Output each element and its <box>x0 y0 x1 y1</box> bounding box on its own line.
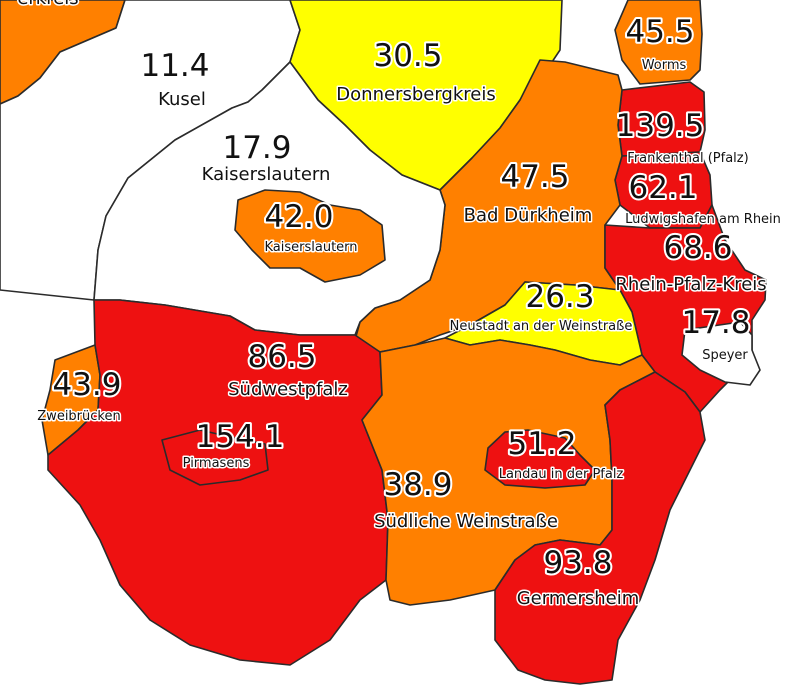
germersheim-value: 93.8 <box>543 545 612 581</box>
ludwigshafen-name: Ludwigshafen am Rhein <box>625 212 781 227</box>
frankenthal-name: Frankenthal (Pfalz) <box>627 151 748 166</box>
neustadt-name: Neustadt an der Weinstraße <box>450 319 633 334</box>
region-germersheim[interactable] <box>494 371 706 685</box>
region-worms[interactable] <box>614 0 703 85</box>
region-landau[interactable] <box>484 429 596 489</box>
region-pirmasens[interactable] <box>161 429 269 486</box>
speyer-name: Speyer <box>702 348 748 363</box>
pirmasens-value: 154.1 <box>196 419 285 455</box>
landau-value: 51.2 <box>507 426 576 462</box>
zweibruecken-name: Zweibrücken <box>37 409 120 424</box>
donnersbergkreis-name: Donnersbergkreis <box>336 84 495 105</box>
worms-name: Worms <box>642 58 687 73</box>
rhein-pfalz-kreis-name: Rhein-Pfalz-Kreis <box>615 274 766 295</box>
region-speyer[interactable] <box>681 321 761 386</box>
suedliche-weinstrasse-name: Südliche Weinstraße <box>374 511 558 532</box>
frankenthal-value: 139.5 <box>616 108 705 144</box>
region-kaiserslautern-stadt[interactable] <box>234 189 386 283</box>
suedwestpfalz-name: Südwestpfalz <box>228 379 348 400</box>
bad-duerkheim-name: Bad Dürkheim <box>464 205 593 226</box>
kaiserslautern-stadt-value: 42.0 <box>264 199 333 235</box>
suedliche-weinstrasse-value: 38.9 <box>383 467 452 503</box>
kaiserslautern-kreis-value: 17.9 <box>222 130 291 166</box>
worms-value: 45.5 <box>625 14 694 50</box>
pirmasens-name: Pirmasens <box>183 456 250 471</box>
neustadt-value: 26.3 <box>525 279 594 315</box>
kusel-name: Kusel <box>158 89 206 110</box>
ludwigshafen-value: 62.1 <box>628 170 697 206</box>
speyer-value: 17.8 <box>681 305 750 341</box>
rhein-pfalz-kreis-value: 68.6 <box>663 230 732 266</box>
donnersbergkreis-value: 30.5 <box>373 38 442 74</box>
zweibruecken-value: 43.9 <box>52 367 121 403</box>
suedwestpfalz-value: 86.5 <box>247 339 316 375</box>
kaiserslautern-kreis-name: Kaiserslautern <box>202 164 331 185</box>
kaiserslautern-stadt-name: Kaiserslautern <box>264 240 357 255</box>
landau-name: Landau in der Pfalz <box>499 467 624 482</box>
top-left-fragment-label: erkreis <box>17 0 78 9</box>
bad-duerkheim-value: 47.5 <box>500 159 569 195</box>
germersheim-name: Germersheim <box>517 588 640 609</box>
kusel-value: 11.4 <box>140 48 209 84</box>
